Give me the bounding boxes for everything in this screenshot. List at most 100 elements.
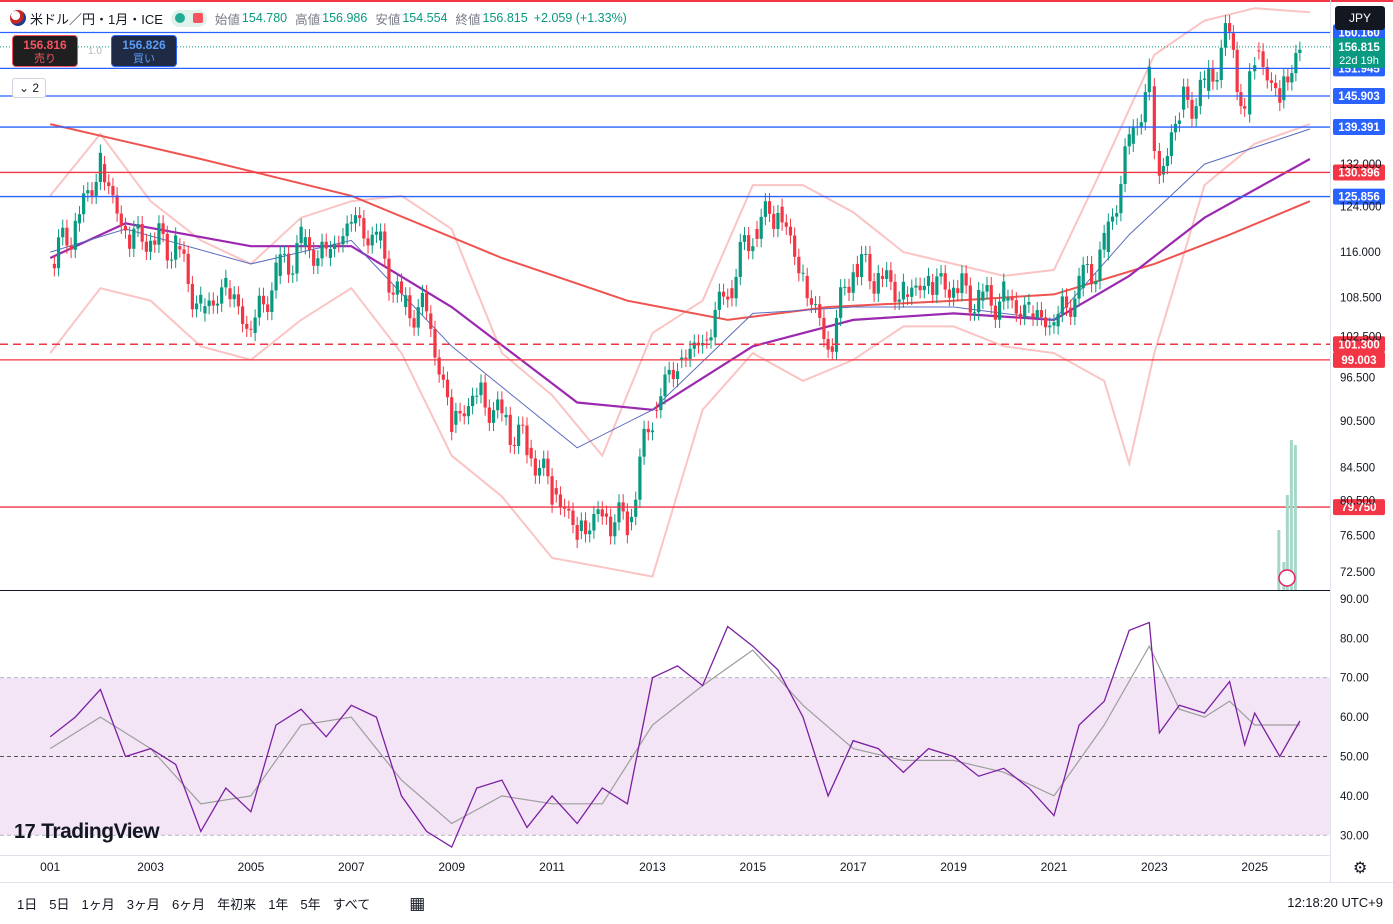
time-tick-label: 2003 xyxy=(137,860,164,874)
candle-body xyxy=(1190,99,1194,119)
chart-canvas[interactable]: 160.160151.945145.903139.391130.396125.8… xyxy=(0,0,1393,882)
candle-body xyxy=(169,259,174,261)
candle-body xyxy=(604,513,609,517)
timeframe-1m[interactable]: 1ヶ月 xyxy=(81,897,115,912)
candle-body xyxy=(1127,134,1131,147)
price-tick-label: 132.000 xyxy=(1340,159,1382,171)
candle-body xyxy=(249,328,253,330)
timeframe-6m[interactable]: 6ヶ月 xyxy=(171,897,206,912)
candle-body xyxy=(684,357,688,359)
settings-gear-icon[interactable]: ⚙ xyxy=(1353,860,1368,877)
candle-body xyxy=(236,294,240,307)
candle-body xyxy=(186,253,190,285)
spread-value: 1.0 xyxy=(88,46,102,57)
time-tick-label: 2019 xyxy=(940,860,967,874)
candle-body xyxy=(77,214,82,224)
candle-body xyxy=(763,201,767,217)
candle-body xyxy=(951,287,956,298)
level-label-bg xyxy=(1333,499,1385,516)
buy-button[interactable]: 156.826 買い xyxy=(111,35,177,67)
candle-body xyxy=(876,273,880,294)
sell-price: 156.816 xyxy=(23,38,67,52)
candle-body xyxy=(625,511,629,536)
tradingview-logo[interactable]: 17 TradingView xyxy=(14,820,160,844)
candle-body xyxy=(161,223,165,234)
candle-body xyxy=(445,379,450,398)
sell-button[interactable]: 156.816 売り xyxy=(12,35,78,67)
candle-body xyxy=(1010,297,1014,301)
currency-button[interactable]: JPY xyxy=(1335,6,1385,30)
candle-body xyxy=(709,337,713,341)
level-79.750: 79.750 xyxy=(0,499,1385,516)
level-label-text: 99.003 xyxy=(1341,355,1376,367)
timeframe-all[interactable]: すべて xyxy=(332,897,371,912)
candle-body xyxy=(834,317,839,352)
price-tick-label: 124.000 xyxy=(1340,202,1382,214)
candle-body xyxy=(542,458,546,468)
price-tick-label: 72.500 xyxy=(1340,567,1375,579)
rsi-line xyxy=(49,621,1301,849)
time-tick-label: 2007 xyxy=(338,860,365,874)
candle-body xyxy=(1031,313,1035,318)
rsi-tick-label: 40.00 xyxy=(1340,791,1369,803)
candle-body xyxy=(1073,298,1077,317)
candle-body xyxy=(1298,49,1302,54)
candle-body xyxy=(872,281,876,294)
level-label-text: 101.300 xyxy=(1338,339,1380,351)
candle-body xyxy=(475,395,479,397)
candle-body xyxy=(240,306,245,324)
indicator-collapse-button[interactable]: ⌄ 2 xyxy=(12,78,46,98)
clock[interactable]: 12:18:20 UTC+9 xyxy=(1287,895,1383,910)
candle-body xyxy=(931,282,935,295)
rsi-tick-label: 80.00 xyxy=(1340,633,1369,645)
timeframe-1y[interactable]: 1年 xyxy=(268,897,289,912)
timeframe-ytd[interactable]: 年初来 xyxy=(217,897,257,912)
level-label-bg xyxy=(1333,87,1385,104)
chart-header: 米ドル／円・1月・ICE 始値 154.780 高値 156.986 安値 154.5… xyxy=(10,7,627,29)
timeframe-3m[interactable]: 3ヶ月 xyxy=(126,897,160,912)
candle-body xyxy=(830,346,834,352)
time-tick-label: 2013 xyxy=(639,860,666,874)
candle-body xyxy=(404,295,408,308)
candle-body xyxy=(843,286,847,288)
candle-body xyxy=(935,276,939,295)
timeframe-1d[interactable]: 1日 xyxy=(17,897,38,912)
candle-body xyxy=(675,371,680,380)
time-tick-label: 2011 xyxy=(539,860,565,874)
candle-body xyxy=(822,317,826,340)
candle-body xyxy=(1060,296,1064,314)
candle-body xyxy=(215,303,220,306)
candle-body xyxy=(901,281,905,300)
candle-body xyxy=(855,263,859,278)
candle-body xyxy=(199,294,203,304)
candle-body xyxy=(278,254,282,276)
timeframe-5d[interactable]: 5日 xyxy=(49,897,70,912)
candle-body xyxy=(128,234,132,249)
candle-body xyxy=(721,291,726,297)
candle-body xyxy=(111,186,115,196)
candle-body xyxy=(165,233,169,261)
candle-body xyxy=(667,369,671,375)
candle-body xyxy=(550,476,554,505)
chevron-down-icon: ⌄ xyxy=(18,81,30,95)
symbol-title[interactable]: 米ドル／円・1月・ICE xyxy=(30,11,163,27)
volume-bar xyxy=(1285,495,1289,590)
market-status-icon[interactable] xyxy=(170,9,207,27)
candle-body xyxy=(977,289,981,313)
candle-body xyxy=(889,270,893,282)
candle-body xyxy=(437,357,441,375)
time-tick-label: 2023 xyxy=(1141,860,1168,874)
rsi-ma-line xyxy=(49,644,1300,825)
candle-body xyxy=(1110,216,1115,222)
candle-body xyxy=(747,235,751,252)
candle-body xyxy=(291,273,295,275)
candle-body xyxy=(299,226,303,244)
candle-body xyxy=(897,299,901,302)
candle-body xyxy=(592,513,596,531)
volume-bar xyxy=(1289,440,1293,590)
date-range-icon[interactable]: ▦ xyxy=(409,893,426,913)
timeframe-5y[interactable]: 5年 xyxy=(300,897,321,912)
candle-body xyxy=(136,224,140,229)
level-label-bg xyxy=(1333,351,1385,368)
candle-body xyxy=(232,294,236,300)
